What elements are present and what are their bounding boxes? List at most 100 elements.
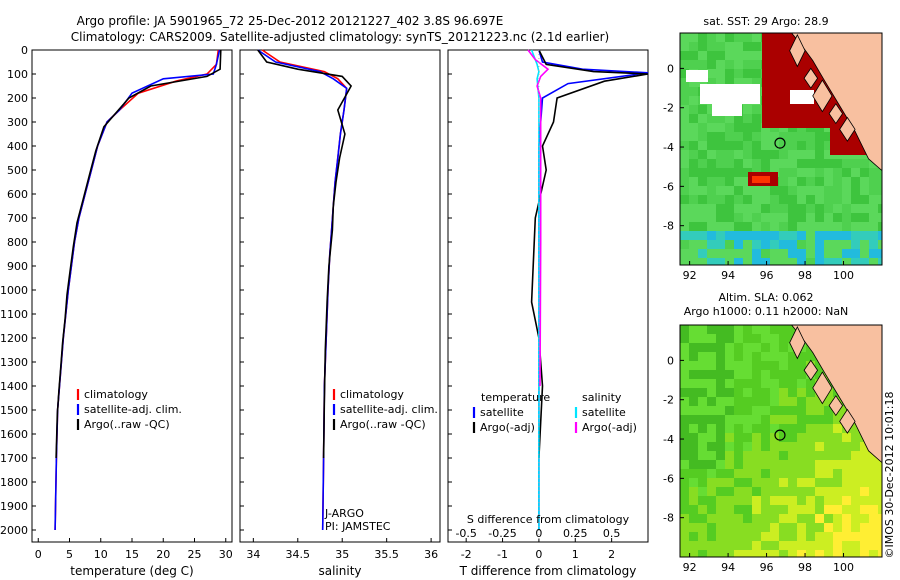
map-cell bbox=[725, 132, 734, 141]
map-cell bbox=[860, 159, 869, 168]
map-cell bbox=[824, 141, 833, 150]
map-cell bbox=[725, 469, 734, 478]
map-cell bbox=[797, 379, 806, 388]
map-cell bbox=[770, 352, 779, 361]
map-cell bbox=[680, 433, 689, 442]
map-cell bbox=[680, 69, 689, 78]
map-cell bbox=[842, 442, 851, 451]
map-cell bbox=[716, 514, 725, 523]
map-cell bbox=[815, 406, 824, 415]
map-y-tick-label: -4 bbox=[663, 433, 674, 446]
y-tick-label: 1500 bbox=[0, 404, 28, 417]
map-cell bbox=[680, 231, 689, 240]
map-cell bbox=[770, 195, 779, 204]
map-cell bbox=[680, 222, 689, 231]
x-axis-label: salinity bbox=[318, 564, 361, 578]
map-cell bbox=[842, 168, 851, 177]
map-cell bbox=[788, 397, 797, 406]
map-cell bbox=[698, 249, 707, 258]
map-cell bbox=[770, 370, 779, 379]
map-cell bbox=[689, 258, 698, 265]
map-cell bbox=[707, 249, 716, 258]
map-cell bbox=[734, 258, 743, 265]
map-cell bbox=[806, 451, 815, 460]
map-cell bbox=[680, 78, 689, 87]
map-cell bbox=[680, 114, 689, 123]
map-cell bbox=[734, 478, 743, 487]
map-cell bbox=[725, 451, 734, 460]
map-cell bbox=[743, 168, 752, 177]
map-cell bbox=[725, 433, 734, 442]
map-cell bbox=[680, 33, 689, 42]
map-cell bbox=[707, 370, 716, 379]
x-tick-label: 10 bbox=[94, 548, 108, 561]
map-cell bbox=[725, 249, 734, 258]
map-cell bbox=[752, 361, 761, 370]
map-cell bbox=[716, 51, 725, 60]
map-cell bbox=[680, 325, 689, 334]
map-cell bbox=[689, 406, 698, 415]
map-cell bbox=[716, 222, 725, 231]
map-cell bbox=[743, 60, 752, 69]
map-cell bbox=[878, 249, 882, 258]
map-cell bbox=[869, 231, 878, 240]
map-cell bbox=[761, 361, 770, 370]
map-cell bbox=[725, 195, 734, 204]
map-cell bbox=[851, 433, 860, 442]
map-cell bbox=[824, 240, 833, 249]
map-cell bbox=[869, 505, 878, 514]
map-cell bbox=[797, 415, 806, 424]
map-cell bbox=[698, 132, 707, 141]
map-cell bbox=[707, 424, 716, 433]
y-tick-label: 1400 bbox=[0, 380, 28, 393]
map-cell bbox=[833, 258, 842, 265]
map-cell bbox=[779, 352, 788, 361]
map-cell bbox=[698, 469, 707, 478]
map-cell bbox=[689, 550, 698, 557]
map-cell bbox=[698, 258, 707, 265]
map-cell bbox=[707, 159, 716, 168]
map-cell bbox=[734, 523, 743, 532]
map-cell bbox=[824, 132, 833, 141]
map-cell bbox=[743, 460, 752, 469]
map-cell bbox=[779, 415, 788, 424]
map-cell bbox=[707, 496, 716, 505]
map-cell bbox=[788, 478, 797, 487]
map-cell bbox=[680, 141, 689, 150]
map-cell bbox=[806, 379, 815, 388]
map-cell bbox=[815, 397, 824, 406]
map-cell bbox=[842, 496, 851, 505]
map-cell bbox=[788, 487, 797, 496]
map-cell bbox=[716, 150, 725, 159]
map-cell bbox=[770, 186, 779, 195]
map-cell bbox=[752, 469, 761, 478]
map-cell bbox=[770, 213, 779, 222]
map-cell bbox=[797, 258, 806, 265]
map-cell bbox=[707, 51, 716, 60]
map-cell bbox=[734, 60, 743, 69]
y-tick-label: 900 bbox=[7, 260, 28, 273]
map-cell bbox=[761, 397, 770, 406]
map-cell bbox=[833, 541, 842, 550]
map-cell bbox=[761, 132, 770, 141]
map-cell bbox=[698, 478, 707, 487]
y-tick-label: 400 bbox=[7, 140, 28, 153]
map-cell bbox=[752, 388, 761, 397]
map-cell bbox=[788, 424, 797, 433]
map-x-tick-label: 98 bbox=[798, 561, 812, 574]
map-cell bbox=[743, 361, 752, 370]
map-cell bbox=[869, 195, 878, 204]
map-cell bbox=[860, 514, 869, 523]
plot-frame bbox=[31, 49, 233, 543]
map-cell bbox=[734, 424, 743, 433]
map-cell bbox=[680, 487, 689, 496]
map-cell bbox=[779, 523, 788, 532]
map-cell bbox=[761, 195, 770, 204]
map-cell bbox=[878, 460, 882, 469]
map-cell bbox=[815, 532, 824, 541]
map-cell bbox=[680, 361, 689, 370]
map-frame bbox=[679, 324, 883, 558]
map-cell bbox=[797, 159, 806, 168]
map-cell bbox=[698, 42, 707, 51]
map-cell bbox=[797, 168, 806, 177]
